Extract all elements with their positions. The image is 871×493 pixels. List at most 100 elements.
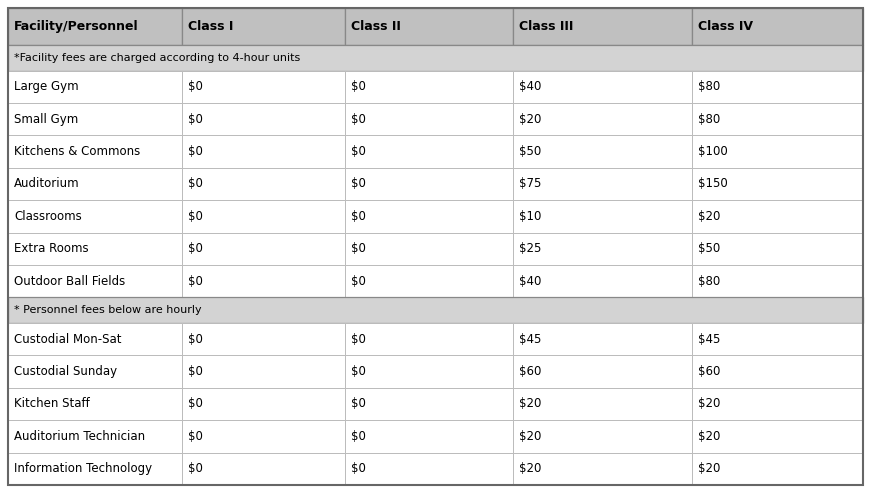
Text: Class I: Class I — [188, 20, 233, 33]
Text: $25: $25 — [519, 243, 542, 255]
Text: $0: $0 — [188, 397, 203, 411]
Bar — [513, 323, 692, 355]
Text: Kitchens & Commons: Kitchens & Commons — [14, 145, 140, 158]
Text: $0: $0 — [188, 145, 203, 158]
Text: Small Gym: Small Gym — [14, 112, 78, 126]
Text: $0: $0 — [188, 177, 203, 190]
Bar — [513, 200, 692, 233]
Text: $50: $50 — [699, 243, 720, 255]
Bar — [692, 453, 863, 485]
Bar — [345, 103, 513, 136]
Text: $20: $20 — [519, 397, 542, 411]
Text: $0: $0 — [350, 80, 366, 93]
Bar — [182, 233, 345, 265]
Bar — [8, 233, 182, 265]
Text: $0: $0 — [350, 430, 366, 443]
Text: Class II: Class II — [350, 20, 401, 33]
Text: $75: $75 — [519, 177, 542, 190]
Text: $20: $20 — [519, 112, 542, 126]
Text: Classrooms: Classrooms — [14, 210, 82, 223]
Bar — [8, 70, 182, 103]
Bar — [345, 233, 513, 265]
Bar — [8, 168, 182, 200]
Bar — [692, 355, 863, 388]
Text: $0: $0 — [188, 462, 203, 475]
Text: $0: $0 — [188, 243, 203, 255]
Text: $45: $45 — [699, 333, 720, 346]
Text: $20: $20 — [699, 462, 720, 475]
Bar — [692, 136, 863, 168]
Bar — [182, 420, 345, 453]
Bar — [8, 200, 182, 233]
Text: $80: $80 — [699, 275, 720, 288]
Bar — [8, 297, 863, 323]
Text: $0: $0 — [188, 333, 203, 346]
Text: $60: $60 — [519, 365, 542, 378]
Bar — [345, 70, 513, 103]
Bar — [692, 420, 863, 453]
Bar — [8, 103, 182, 136]
Bar — [182, 388, 345, 420]
Text: *Facility fees are charged according to 4-hour units: *Facility fees are charged according to … — [14, 53, 300, 63]
Bar — [692, 103, 863, 136]
Bar — [182, 168, 345, 200]
Text: $100: $100 — [699, 145, 728, 158]
Text: $0: $0 — [350, 333, 366, 346]
Text: $0: $0 — [350, 145, 366, 158]
Text: $60: $60 — [699, 365, 720, 378]
Bar — [345, 453, 513, 485]
Text: Custodial Mon-Sat: Custodial Mon-Sat — [14, 333, 121, 346]
Text: $0: $0 — [350, 462, 366, 475]
Bar — [182, 323, 345, 355]
Text: Auditorium: Auditorium — [14, 177, 79, 190]
Bar — [513, 8, 692, 45]
Bar — [513, 168, 692, 200]
Text: $0: $0 — [188, 80, 203, 93]
Text: Class III: Class III — [519, 20, 574, 33]
Text: Kitchen Staff: Kitchen Staff — [14, 397, 90, 411]
Text: $0: $0 — [188, 210, 203, 223]
Text: Outdoor Ball Fields: Outdoor Ball Fields — [14, 275, 125, 288]
Bar — [345, 200, 513, 233]
Text: Extra Rooms: Extra Rooms — [14, 243, 89, 255]
Bar — [8, 8, 182, 45]
Text: $20: $20 — [699, 210, 720, 223]
Text: $0: $0 — [350, 397, 366, 411]
Bar — [182, 103, 345, 136]
Text: Auditorium Technician: Auditorium Technician — [14, 430, 145, 443]
Bar — [513, 233, 692, 265]
Bar — [692, 388, 863, 420]
Text: $20: $20 — [699, 430, 720, 443]
Text: $80: $80 — [699, 112, 720, 126]
Bar — [182, 70, 345, 103]
Bar — [345, 8, 513, 45]
Text: $0: $0 — [350, 112, 366, 126]
Bar — [692, 200, 863, 233]
Text: $80: $80 — [699, 80, 720, 93]
Bar — [8, 355, 182, 388]
Bar — [345, 355, 513, 388]
Text: $0: $0 — [188, 275, 203, 288]
Text: $20: $20 — [519, 430, 542, 443]
Bar — [8, 265, 182, 297]
Text: $0: $0 — [350, 210, 366, 223]
Bar — [513, 355, 692, 388]
Bar — [182, 200, 345, 233]
Text: $40: $40 — [519, 275, 542, 288]
Bar — [8, 388, 182, 420]
Bar — [182, 265, 345, 297]
Bar — [513, 420, 692, 453]
Bar — [182, 136, 345, 168]
Bar — [182, 8, 345, 45]
Bar — [345, 323, 513, 355]
Bar — [8, 420, 182, 453]
Bar — [8, 323, 182, 355]
Text: $150: $150 — [699, 177, 728, 190]
Bar — [513, 265, 692, 297]
Bar — [692, 168, 863, 200]
Text: $20: $20 — [519, 462, 542, 475]
Text: $0: $0 — [188, 365, 203, 378]
Text: $20: $20 — [699, 397, 720, 411]
Bar — [182, 453, 345, 485]
Bar — [182, 355, 345, 388]
